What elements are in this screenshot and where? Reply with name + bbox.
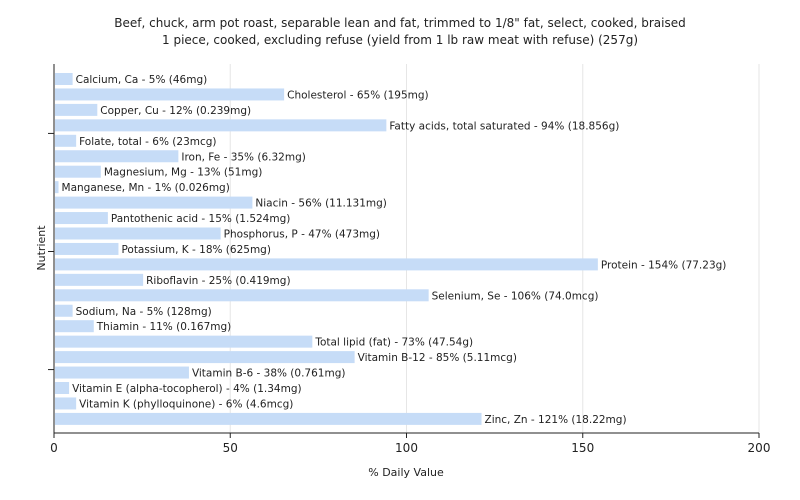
chart-title: Beef, chuck, arm pot roast, separable le… [114,16,685,30]
bar [55,73,73,85]
bar-label: Riboflavin - 25% (0.419mg) [146,275,290,287]
bar [55,289,429,302]
bar-label: Selenium, Se - 106% (74.0mcg) [432,290,599,302]
x-axis-title: % Daily Value [368,466,444,479]
bar-labels: Calcium, Ca - 5% (46mg) Cholesterol - 65%… [62,74,727,426]
bar-label: Phosphorus, P - 47% (473mg) [224,229,380,241]
axes [48,64,760,438]
bar [55,88,285,101]
bar [55,150,179,163]
bar [55,351,355,364]
bar [55,119,387,132]
bar [55,212,108,225]
bar [55,227,221,240]
bar-label: Fatty acids, total saturated - 94% (18.8… [389,120,619,132]
bar-label: Vitamin B-6 - 38% (0.761mg) [192,368,346,380]
bar-label: Vitamin K (phylloquinone) - 6% (4.6mcg) [79,398,293,410]
bar [55,335,313,348]
bar-label: Vitamin E (alpha-tocopherol) - 4% (1.34m… [72,383,302,395]
bar-label: Iron, Fe - 35% (6.32mg) [181,151,305,163]
bar-label: Sodium, Na - 5% (128mg) [76,306,212,318]
bar [55,134,77,147]
bar-label: Calcium, Ca - 5% (46mg) [76,74,208,86]
bar-label: Niacin - 56% (11.131mg) [255,198,387,210]
bar [55,412,482,425]
bar [55,397,77,410]
x-tick-label: 0 [50,441,58,455]
x-tick-label: 150 [571,441,594,455]
bar-label: Thiamin - 11% (0.167mg) [96,321,232,333]
bar [55,258,598,271]
x-tick-label: 200 [748,441,771,455]
bar [55,320,94,333]
chart-subtitle: 1 piece, cooked, excluding refuse (yield… [162,33,638,47]
bar-label: Zinc, Zn - 121% (18.22mg) [485,414,627,426]
bar [55,165,101,178]
x-tick-labels: 0 50 100 150 200 [50,441,770,455]
bar-label: Copper, Cu - 12% (0.239mg) [100,105,251,117]
bar [55,304,73,317]
bar [55,181,59,194]
bar-label: Folate, total - 6% (23mcg) [79,136,216,148]
bar [55,196,253,209]
bar-label: Potassium, K - 18% (625mg) [121,244,271,256]
y-axis-title: Nutrient [35,225,48,271]
bar [55,242,119,255]
bar-label: Total lipid (fat) - 73% (47.54g) [314,337,473,349]
bar-label: Pantothenic acid - 15% (1.524mg) [111,213,290,225]
bar-label: Cholesterol - 65% (195mg) [287,89,429,101]
bar-label: Vitamin B-12 - 85% (5.11mcg) [358,352,517,364]
x-tick-label: 50 [223,441,238,455]
x-tick-label: 100 [395,441,418,455]
bar [55,366,189,379]
bar [55,382,70,394]
bar-label: Magnesium, Mg - 13% (51mg) [104,167,263,179]
bar-label: Manganese, Mn - 1% (0.026mg) [62,182,230,194]
bar [55,273,144,286]
bar [55,103,98,116]
bar-label: Protein - 154% (77.23g) [601,259,727,271]
bars [55,73,598,425]
